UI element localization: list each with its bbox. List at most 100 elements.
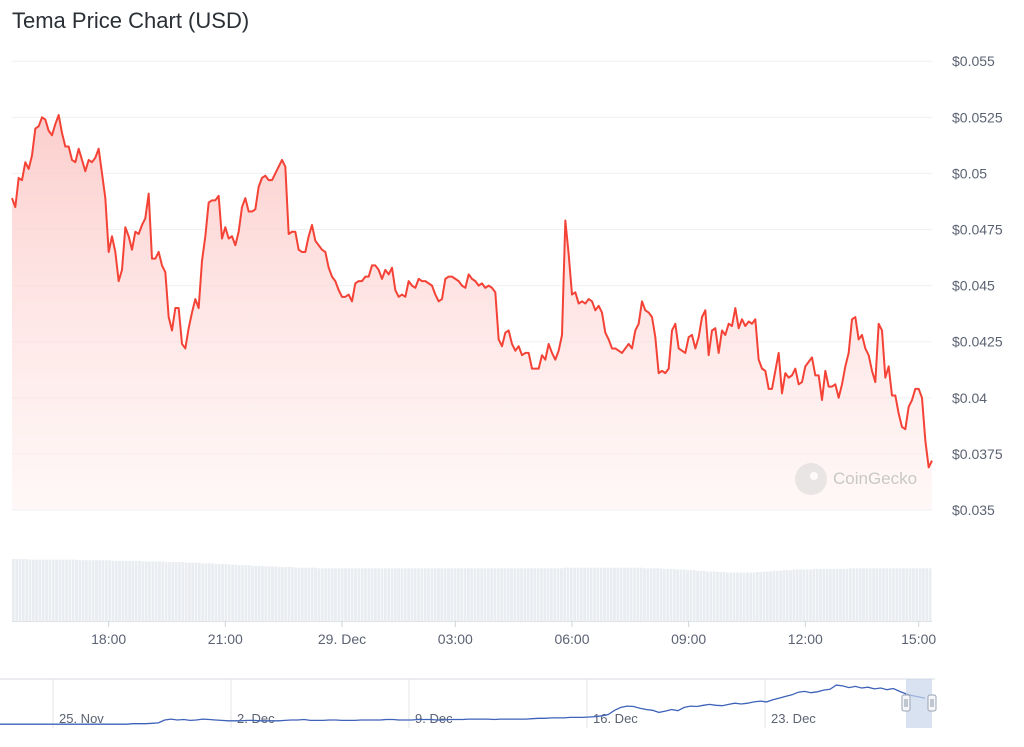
- volume-bar: [207, 563, 211, 621]
- volume-bar: [603, 567, 606, 621]
- volume-bar: [71, 559, 75, 621]
- volume-bar: [131, 560, 135, 621]
- volume-bar: [354, 568, 357, 621]
- volume-bar: [895, 568, 899, 621]
- navigator-date-label: 23. Dec: [771, 711, 816, 726]
- volume-bar: [264, 566, 268, 621]
- volume-bar: [390, 568, 394, 621]
- volume-bar: [65, 559, 68, 621]
- navigator[interactable]: 25. Nov 2. Dec 9. Dec 16. Dec 23. Dec: [0, 678, 937, 728]
- volume-bar: [702, 570, 706, 621]
- chart-title: Tema Price Chart (USD): [12, 8, 250, 33]
- volume-bar: [158, 561, 161, 621]
- volume-bar: [486, 568, 490, 621]
- navigator-date-label: 16. Dec: [593, 711, 638, 726]
- volume-bar: [852, 568, 856, 621]
- volume-bar: [141, 561, 145, 621]
- volume-bar: [789, 570, 792, 621]
- volume-bar: [104, 560, 108, 621]
- y-tick-label: $0.0475: [952, 222, 1003, 238]
- volume-bar: [885, 568, 889, 621]
- volume-bar: [138, 560, 141, 621]
- volume-bar: [204, 563, 208, 621]
- volume-bar: [317, 568, 321, 621]
- volume-bar: [862, 568, 865, 621]
- volume-bar: [746, 572, 749, 621]
- volume-bar: [706, 571, 709, 621]
- volume-bar: [490, 568, 493, 621]
- volume-bar: [672, 568, 676, 621]
- volume-bar: [154, 561, 158, 621]
- volume-bar: [234, 564, 238, 621]
- volume-bar: [696, 570, 699, 621]
- volume-bar: [736, 572, 739, 621]
- volume-bar: [224, 563, 228, 621]
- volume-bar: [403, 568, 407, 621]
- volume-bar: [387, 568, 391, 621]
- volume-bar: [15, 559, 19, 621]
- volume-bar: [364, 568, 367, 621]
- volume-bar: [254, 565, 258, 621]
- volume-bar: [334, 568, 337, 621]
- volume-bar: [310, 567, 314, 621]
- volume-bar: [892, 568, 895, 621]
- volume-bar: [75, 559, 78, 621]
- volume-bar: [188, 562, 191, 621]
- y-tick-label: $0.04: [952, 390, 987, 406]
- volume-bar: [653, 568, 656, 621]
- volume-bar: [888, 568, 892, 621]
- volume-bar: [217, 563, 221, 621]
- y-tick-label: $0.055: [952, 53, 995, 69]
- volume-bar: [755, 572, 759, 621]
- volume-bar: [928, 568, 932, 621]
- volume-bar: [367, 568, 371, 621]
- volume-bar: [257, 565, 261, 621]
- volume-bar: [476, 568, 480, 621]
- x-tick-label: 12:00: [788, 631, 823, 647]
- price-area-fill: [12, 115, 932, 510]
- volume-bar: [839, 568, 842, 621]
- y-tick-label: $0.045: [952, 278, 995, 294]
- volume-bar: [912, 568, 915, 621]
- volume-bar: [566, 567, 570, 621]
- x-axis-labels: 18:00 21:00 29. Dec 03:00 06:00 09:00 12:00 15:…: [12, 621, 936, 647]
- volume-bar: [121, 560, 125, 621]
- volume-bar: [101, 560, 105, 621]
- volume-bar: [327, 568, 331, 621]
- volume-bar: [111, 560, 115, 621]
- volume-bar: [31, 559, 35, 621]
- volume-bar: [822, 568, 826, 621]
- navigator-handle-icon[interactable]: [901, 694, 911, 712]
- volume-bar: [95, 560, 98, 621]
- volume-bar: [689, 570, 693, 621]
- volume-bar: [148, 561, 151, 621]
- volume-bar: [88, 560, 92, 621]
- volume-bar: [171, 562, 175, 621]
- volume-bar: [61, 559, 65, 621]
- navigator-series-line: [0, 684, 926, 725]
- volume-bar: [792, 569, 796, 621]
- volume-bar: [636, 567, 640, 621]
- volume-bar: [314, 567, 317, 621]
- volume-bar: [785, 570, 789, 621]
- y-tick-label: $0.0525: [952, 109, 1003, 125]
- volume-bar: [410, 568, 414, 621]
- volume-bar: [337, 568, 341, 621]
- volume-bar: [191, 562, 195, 621]
- volume-bar: [297, 567, 301, 621]
- volume-bar: [294, 567, 298, 621]
- price-line[interactable]: [11, 114, 933, 469]
- volume-bar: [719, 572, 723, 621]
- y-tick-label: $0.05: [952, 165, 987, 181]
- navigator-handle-icon[interactable]: [927, 694, 937, 712]
- volume-bar: [898, 568, 902, 621]
- volume-bar: [21, 559, 25, 621]
- volume-bar: [815, 568, 819, 621]
- volume-bar: [144, 561, 148, 621]
- volume-bar: [58, 559, 62, 621]
- volume-bar: [400, 568, 404, 621]
- volume-bar: [722, 572, 726, 621]
- volume-bar: [437, 568, 440, 621]
- volume-bar: [194, 562, 198, 621]
